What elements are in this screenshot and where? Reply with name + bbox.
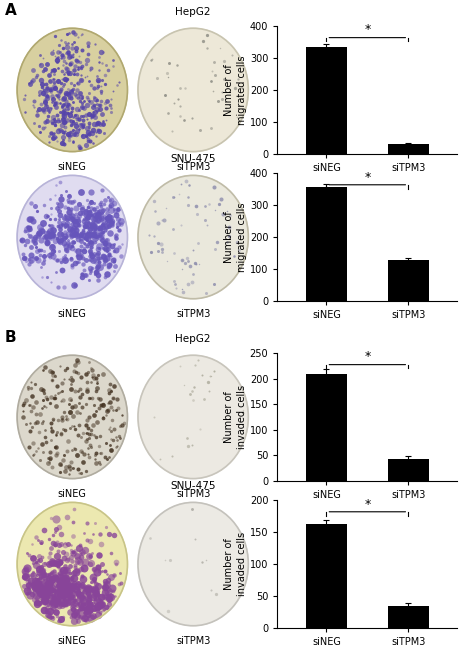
Text: HepG2: HepG2: [175, 7, 211, 16]
Text: siTPM3: siTPM3: [176, 636, 210, 646]
Bar: [388, 606, 429, 628]
Text: SNU-475: SNU-475: [171, 481, 216, 490]
Ellipse shape: [138, 28, 248, 152]
Ellipse shape: [138, 355, 248, 479]
Text: siNEG: siNEG: [58, 309, 87, 319]
Y-axis label: Number of
migrated cells: Number of migrated cells: [224, 202, 247, 272]
Ellipse shape: [17, 175, 128, 299]
Text: siTPM3: siTPM3: [176, 162, 210, 172]
Text: HepG2: HepG2: [175, 334, 211, 343]
Ellipse shape: [17, 355, 128, 479]
Text: *: *: [364, 24, 371, 37]
Text: SNU-475: SNU-475: [171, 154, 216, 164]
Text: *: *: [364, 171, 371, 184]
Ellipse shape: [138, 175, 248, 299]
Text: *: *: [364, 351, 371, 364]
Text: B: B: [5, 330, 17, 345]
Text: siNEG: siNEG: [58, 489, 87, 499]
Bar: [306, 373, 347, 481]
Y-axis label: Number of
migrated cells: Number of migrated cells: [224, 55, 247, 125]
Ellipse shape: [17, 502, 128, 626]
Bar: [388, 260, 429, 301]
Text: siTPM3: siTPM3: [176, 309, 210, 319]
Text: A: A: [5, 3, 17, 18]
Text: siTPM3: siTPM3: [176, 489, 210, 499]
Bar: [388, 458, 429, 481]
Text: siNEG: siNEG: [58, 636, 87, 646]
Text: *: *: [364, 498, 371, 511]
Ellipse shape: [138, 502, 248, 626]
Bar: [388, 144, 429, 154]
Bar: [306, 524, 347, 628]
Y-axis label: Number of
invaded cells: Number of invaded cells: [224, 532, 247, 596]
Ellipse shape: [17, 28, 128, 152]
Bar: [306, 186, 347, 301]
Bar: [306, 47, 347, 154]
Text: siNEG: siNEG: [58, 162, 87, 172]
Y-axis label: Number of
invaded cells: Number of invaded cells: [224, 385, 247, 449]
